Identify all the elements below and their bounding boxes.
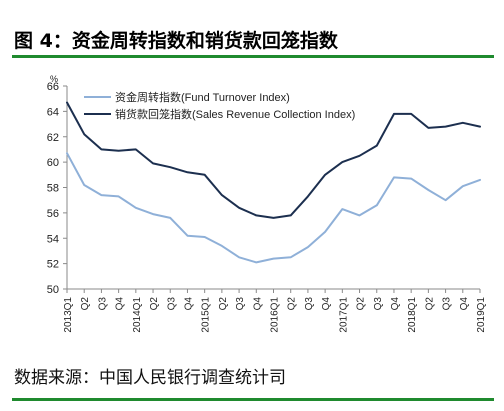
- x-tick-label: 2019Q1: [476, 297, 487, 333]
- y-tick-label: 52: [47, 259, 59, 271]
- x-tick-label: 2018Q1: [407, 297, 418, 333]
- y-tick-label: 62: [47, 132, 59, 144]
- axes: 50 52 54 56 58 60 62 64 66% 2013Q1 Q2 Q3 Q4 2014Q1 Q2 Q…: [47, 74, 487, 333]
- x-tick-label: Q3: [97, 297, 108, 311]
- top-rule: [12, 55, 494, 58]
- x-tick-label: Q2: [287, 297, 298, 311]
- x-tick-label: 2015Q1: [201, 297, 212, 333]
- x-tick-label: Q3: [166, 297, 177, 311]
- series-layer: [66, 101, 481, 264]
- source-note: 数据来源：中国人民银行调查统计司: [14, 368, 286, 388]
- y-tick-label: 58: [47, 183, 59, 195]
- y-tick-label: 54: [47, 233, 59, 245]
- legend-label-sales-revenue-collection: 销货款回笼指数(Sales Revenue Collection Index): [115, 107, 355, 121]
- bottom-rule: [12, 398, 494, 401]
- x-tick-label: Q4: [252, 297, 263, 311]
- y-unit-label: %: [50, 74, 58, 84]
- x-tick-label: Q3: [373, 297, 384, 311]
- x-tick-label: Q4: [390, 297, 401, 311]
- y-tick-label: 64: [47, 106, 59, 118]
- legend-label-fund-turnover: 资金周转指数(Fund Turnover Index): [115, 90, 290, 104]
- figure-title: 图 4：资金周转指数和销货款回笼指数: [14, 30, 338, 52]
- x-tick-label: Q2: [80, 297, 91, 311]
- x-tick-label: Q2: [356, 297, 367, 311]
- y-tick-label: 66: [47, 81, 59, 93]
- y-tick-label: 50: [47, 284, 59, 296]
- x-tick-label: Q2: [149, 297, 160, 311]
- x-tick-label: Q2: [218, 297, 229, 311]
- x-tick-label: Q3: [442, 297, 453, 311]
- x-tick-label: Q4: [321, 297, 332, 311]
- series-line-sales-revenue-collection: [66, 101, 481, 219]
- x-tick-label: 2016Q1: [270, 297, 281, 333]
- x-tick-label: 2017Q1: [338, 297, 349, 333]
- x-tick-label: Q4: [115, 297, 126, 311]
- x-tick-label: Q3: [304, 297, 315, 311]
- x-tick-label: Q4: [459, 297, 470, 311]
- series-line-fund-turnover: [66, 152, 481, 264]
- x-tick-label: 2013Q1: [63, 297, 74, 333]
- x-tick-label: Q3: [235, 297, 246, 311]
- x-tick-label: Q4: [183, 297, 194, 311]
- legend: 资金周转指数(Fund Turnover Index) 销货款回笼指数(Sales…: [84, 90, 355, 121]
- x-tick-label: Q2: [424, 297, 435, 311]
- x-tick-label: 2014Q1: [132, 297, 143, 333]
- y-tick-label: 56: [47, 208, 59, 220]
- y-tick-label: 60: [47, 157, 59, 169]
